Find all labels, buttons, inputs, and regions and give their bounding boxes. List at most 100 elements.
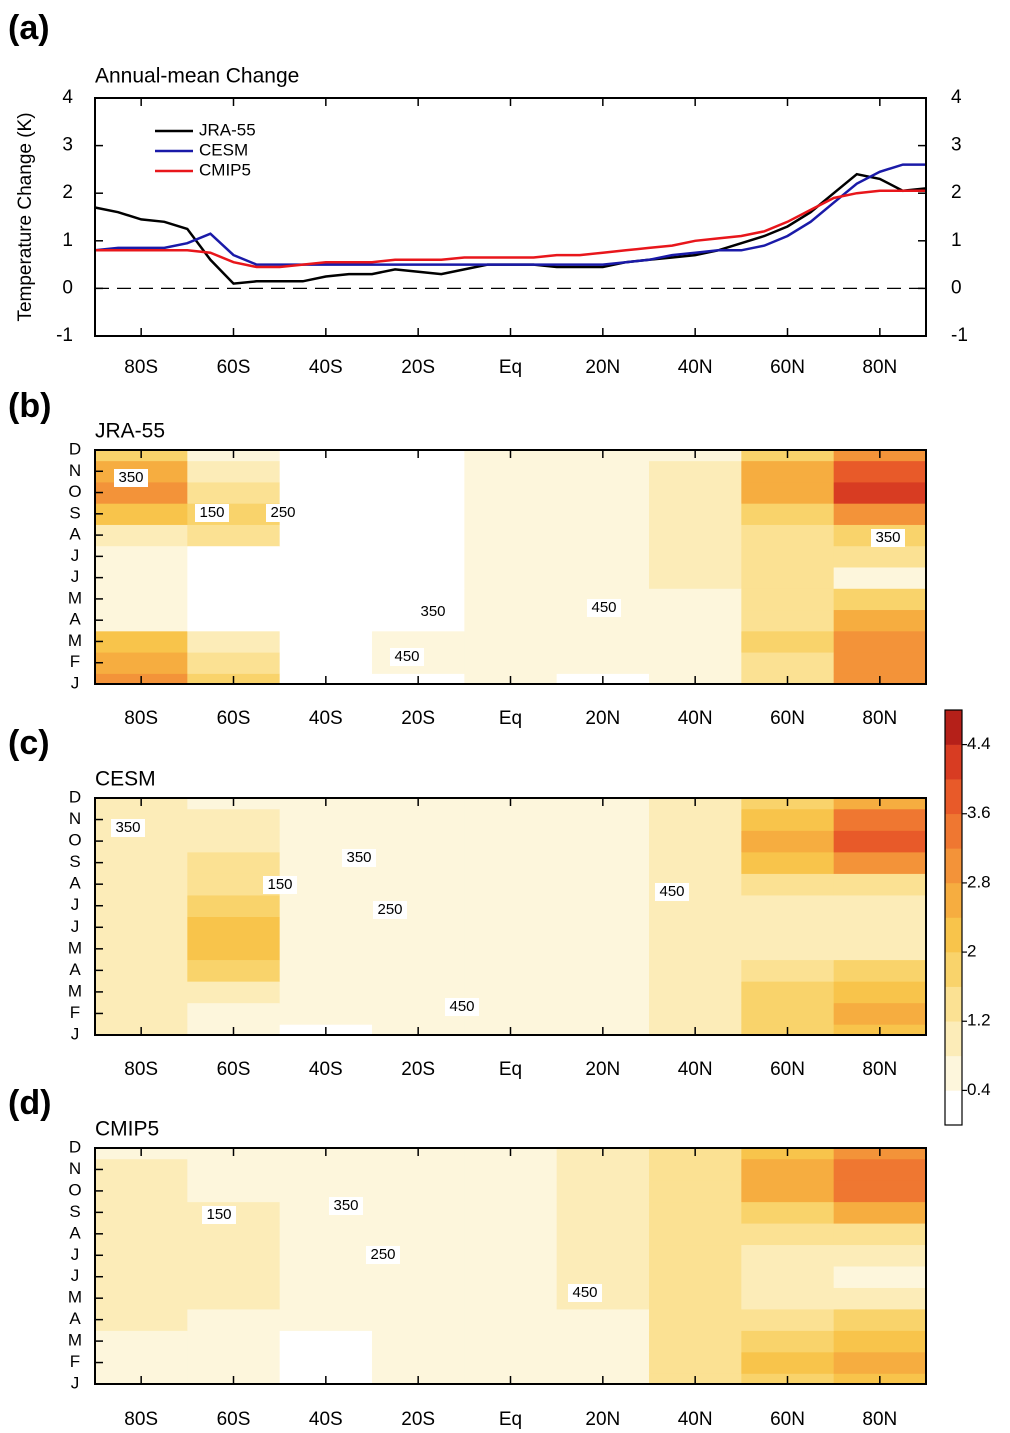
heatmap-cell <box>95 567 188 589</box>
heatmap-cell <box>649 481 742 504</box>
heatmap-cell <box>833 1201 926 1224</box>
heatmap-cell <box>833 1158 926 1181</box>
heatmap-cell <box>95 916 188 939</box>
plot-frame <box>94 449 927 685</box>
heatmap-cell <box>279 609 373 632</box>
panel-label: (c) <box>8 724 50 762</box>
heatmap-cell <box>556 481 650 504</box>
heatmap-cell <box>649 1180 742 1203</box>
heatmap-cell <box>556 851 650 874</box>
heatmap-cell <box>187 460 281 483</box>
heatmap-cell <box>279 873 373 896</box>
heatmap-cell <box>279 1180 373 1203</box>
y-tick-label: F <box>70 1003 80 1022</box>
heatmap-cell <box>556 609 650 632</box>
heatmap-cell <box>556 1244 650 1267</box>
heatmap-cell <box>741 894 835 917</box>
y-tick-label: N <box>69 1159 81 1178</box>
heatmap-cell <box>649 1002 742 1025</box>
heatmap-cell <box>556 959 650 982</box>
heatmap-cell <box>187 1351 281 1374</box>
heatmap-cell <box>649 1223 742 1246</box>
y2-tick-label: 1 <box>951 230 962 251</box>
heatmap-cell <box>95 938 188 961</box>
contour-label-bg <box>390 648 424 666</box>
colorbar-swatch <box>945 779 962 815</box>
heatmap-cell <box>556 808 650 831</box>
x-tick-label: 20N <box>585 1059 620 1080</box>
y-tick-label: A <box>69 525 81 544</box>
heatmap-cell <box>741 1180 835 1203</box>
heatmap-cell <box>833 1287 926 1310</box>
heatmap-cell <box>556 1002 650 1025</box>
contour-label-bg <box>263 876 297 894</box>
panel-title: Annual-mean Change <box>95 65 299 88</box>
heatmap-cell <box>649 567 742 589</box>
heatmap-cell <box>464 1287 558 1310</box>
contour-label: 250 <box>377 901 402 918</box>
heatmap-cell <box>187 851 281 874</box>
heatmap-cell <box>464 1351 558 1374</box>
heatmap-cell <box>372 916 465 939</box>
x-tick-label: 80S <box>124 1059 158 1080</box>
heatmap-cell <box>833 1244 926 1267</box>
heatmap-cell <box>556 894 650 917</box>
heatmap-cell <box>372 1002 465 1025</box>
heatmap-cell <box>833 609 926 632</box>
colorbar-tick-label: 3.6 <box>967 803 991 822</box>
heatmap-cell <box>741 652 835 674</box>
heatmap-cell <box>279 1223 373 1246</box>
x-tick-label: 80N <box>862 1059 897 1080</box>
heatmap-cell <box>187 1158 281 1181</box>
heatmap-cell <box>741 959 835 982</box>
heatmap-cell <box>741 1287 835 1310</box>
heatmap-cell <box>187 630 281 653</box>
colorbar-swatch <box>945 744 962 780</box>
heatmap-cell <box>741 981 835 1004</box>
contour-label: 450 <box>449 998 474 1015</box>
heatmap-cell <box>649 851 742 874</box>
heatmap-cell <box>95 981 188 1004</box>
heatmap-cell <box>279 1351 373 1374</box>
colorbar-swatch <box>945 813 962 849</box>
heatmap-cell <box>187 524 281 547</box>
x-tick-label: Eq <box>499 357 522 378</box>
heatmap-cell <box>372 1180 465 1203</box>
colorbar-tick-label: 0.4 <box>967 1080 991 1099</box>
heatmap-cell <box>556 1158 650 1181</box>
series-line <box>94 163 926 266</box>
heatmap-cell <box>372 808 465 831</box>
contour-label: 150 <box>206 1206 231 1223</box>
x-tick-label: 40N <box>678 1059 713 1080</box>
heatmap-cell <box>741 1266 835 1288</box>
y-tick-label: J <box>71 1245 80 1264</box>
heatmap-cell <box>372 1308 465 1331</box>
y-tick-label: 0 <box>62 277 73 298</box>
contour-label-bg <box>266 504 300 522</box>
heatmap-cell <box>279 545 373 568</box>
heatmap-cell <box>464 609 558 632</box>
heatmap-cell <box>464 524 558 547</box>
panel-title: CESM <box>95 768 156 791</box>
y-tick-label: S <box>69 852 80 871</box>
y-tick-label: J <box>71 1266 80 1285</box>
heatmap-cell <box>464 959 558 982</box>
colorbar-swatch <box>945 1090 962 1126</box>
heatmap-cell <box>279 959 373 982</box>
heatmap-cell <box>741 1201 835 1224</box>
heatmap-cell <box>279 567 373 589</box>
heatmap-cell <box>464 1158 558 1181</box>
heatmap-cell <box>372 503 465 525</box>
heatmap-cell <box>741 808 835 831</box>
y2-tick-label: 2 <box>951 182 962 203</box>
heatmap-cell <box>556 1201 650 1224</box>
heatmap-cell <box>741 1002 835 1025</box>
x-tick-label: 80S <box>124 708 158 729</box>
heatmap-cell <box>556 830 650 853</box>
heatmap-cell <box>741 567 835 589</box>
heatmap-cell <box>556 1308 650 1331</box>
x-tick-label: 20S <box>401 1059 435 1080</box>
heatmap-cell <box>556 1223 650 1246</box>
heatmap-cell <box>833 959 926 982</box>
x-tick-label: 60N <box>770 1059 805 1080</box>
